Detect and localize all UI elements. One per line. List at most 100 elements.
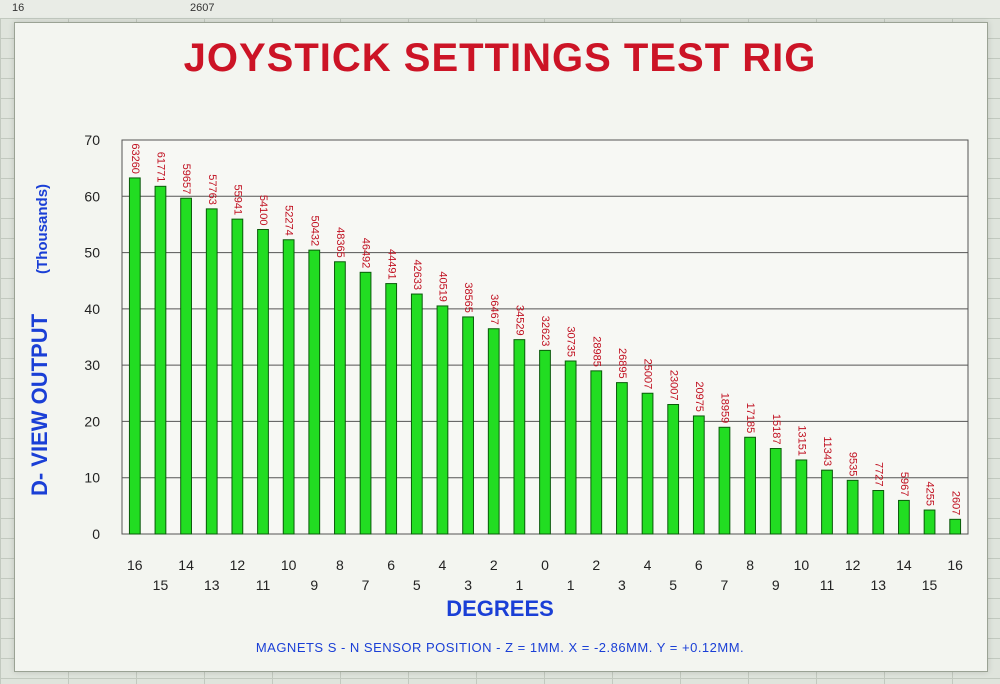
y-tick-label: 40 [84, 301, 100, 317]
bar [334, 261, 346, 535]
x-tick-label: 13 [870, 577, 886, 593]
y-tick-label: 70 [84, 132, 100, 148]
data-label: 46492 [360, 238, 372, 269]
bar [282, 239, 295, 535]
x-tick-label: 14 [178, 557, 194, 573]
bar [564, 360, 577, 535]
x-tick-label: 7 [362, 577, 370, 593]
x-tick-label: 16 [947, 557, 963, 573]
data-label: 20975 [693, 381, 705, 412]
x-tick-label: 6 [387, 557, 395, 573]
x-tick-label: 7 [721, 577, 729, 593]
bar [718, 426, 731, 535]
x-tick-label: 13 [204, 577, 220, 593]
bar [769, 448, 782, 535]
y-axis-unit: (Thousands) [34, 183, 51, 274]
x-axis-label: DEGREES [446, 596, 554, 621]
data-label: 42633 [411, 259, 423, 290]
x-tick-label: 5 [413, 577, 421, 593]
bar [231, 218, 244, 535]
y-tick-label: 0 [92, 526, 100, 542]
data-label: 30735 [565, 326, 577, 357]
bar [616, 382, 628, 535]
data-label: 7727 [872, 462, 884, 486]
data-label: 34529 [513, 305, 525, 336]
chart-title: JOYSTICK SETTINGS TEST RIG [183, 36, 817, 80]
x-tick-label: 4 [644, 557, 652, 573]
bar [487, 328, 500, 535]
data-label: 15187 [770, 414, 782, 445]
data-label: 28985 [590, 336, 602, 367]
bar [641, 392, 654, 535]
data-label: 38565 [462, 282, 474, 313]
bar [590, 370, 603, 535]
y-tick-label: 50 [84, 245, 100, 261]
bar [410, 293, 423, 535]
bar [154, 185, 167, 535]
x-tick-label: 12 [845, 557, 861, 573]
data-label: 55941 [231, 185, 243, 216]
x-tick-label: 8 [746, 557, 754, 573]
y-tick-label: 60 [84, 188, 100, 204]
x-tick-label: 6 [695, 557, 703, 573]
bar [128, 177, 141, 535]
x-tick-label: 11 [820, 577, 835, 593]
data-label: 23007 [667, 370, 679, 401]
x-tick-label: 12 [230, 557, 246, 573]
bar [692, 415, 705, 535]
bar [795, 459, 808, 535]
x-tick-label: 5 [669, 577, 677, 593]
data-label: 57763 [206, 174, 218, 205]
x-tick-label: 10 [281, 557, 297, 573]
y-tick-label: 30 [84, 357, 100, 373]
x-tick-label: 3 [618, 577, 626, 593]
x-tick-label: 8 [336, 557, 344, 573]
data-label: 26895 [616, 348, 628, 379]
bar [436, 305, 449, 535]
bar [257, 228, 269, 535]
bar [180, 197, 192, 535]
bar [513, 339, 526, 535]
data-label: 13151 [795, 425, 807, 456]
data-label: 59657 [180, 164, 192, 195]
data-label: 52274 [283, 205, 295, 236]
chart-footnote: MAGNETS S - N SENSOR POSITION - Z = 1MM.… [255, 640, 745, 655]
y-axis-title: D- VIEW OUTPUT [27, 313, 52, 497]
y-tick-label: 20 [84, 413, 100, 429]
cell-value-a[interactable]: 16 [12, 2, 25, 14]
x-tick-label: 9 [772, 577, 780, 593]
bar [539, 349, 551, 535]
x-tick-label: 1 [515, 577, 523, 593]
x-tick-label: 4 [439, 557, 447, 573]
data-label: 63260 [129, 143, 141, 174]
bar [308, 249, 321, 535]
x-tick-label: 11 [256, 577, 271, 593]
cell-value-b[interactable]: 2607 [190, 2, 215, 14]
data-label: 17185 [744, 403, 756, 434]
bar [898, 499, 910, 535]
bar [385, 283, 398, 535]
bar [205, 208, 218, 535]
data-label: 4255 [924, 482, 936, 506]
x-tick-label: 3 [464, 577, 472, 593]
y-axis-label: D- VIEW OUTPUT (Thousands) [27, 184, 53, 496]
x-tick-label: 2 [490, 557, 498, 573]
x-tick-label: 14 [896, 557, 912, 573]
bar [846, 479, 859, 535]
data-label: 44491 [385, 249, 397, 280]
x-tick-label: 9 [310, 577, 318, 593]
x-tick-label: 1 [567, 577, 575, 593]
bar [821, 469, 833, 535]
data-label: 61771 [155, 152, 167, 183]
data-label: 9535 [847, 452, 859, 476]
data-label: 54100 [257, 195, 269, 226]
bar [949, 518, 962, 535]
x-tick-label: 15 [153, 577, 169, 593]
y-tick-label: 10 [84, 470, 100, 486]
bar [923, 509, 936, 535]
bar [359, 271, 372, 535]
bar [667, 404, 680, 535]
x-tick-label: 15 [922, 577, 938, 593]
data-label: 48365 [334, 227, 346, 258]
